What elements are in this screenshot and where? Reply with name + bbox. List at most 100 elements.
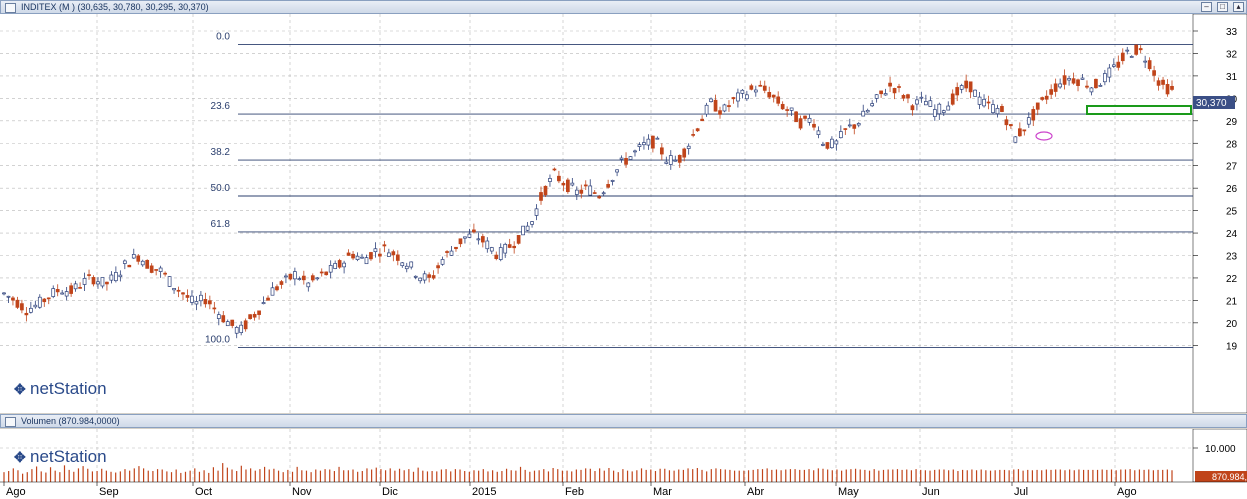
candle-body (82, 278, 87, 285)
candle-body (973, 89, 977, 97)
volume-panel-titlebar: Volumen (870.984,0000) (0, 414, 1247, 428)
watermark-text: netStation (30, 379, 107, 398)
price-chart[interactable]: 0.0 23.6 38.2 50.0 61.8 100.0 19 20 21 22 23 24 25 2… (0, 14, 1247, 413)
fib-label: 23.6 (211, 101, 231, 112)
candle-body (364, 257, 369, 265)
candle-body (212, 307, 217, 310)
candle-body (225, 321, 230, 327)
candle-body (664, 161, 669, 164)
candle-body (181, 292, 185, 295)
candle-body (167, 276, 172, 287)
candle-body (825, 142, 830, 149)
candle-body (928, 100, 933, 107)
candle-body (579, 189, 584, 194)
price-panel-titlebar: INDITEX (M ) (30,635, 30,780, 30,295, 30… (0, 0, 1247, 14)
candle-body (163, 272, 167, 275)
y-tick-label: 32 (1226, 49, 1238, 60)
candle-body (476, 238, 481, 241)
candle-body (1035, 102, 1040, 110)
candle-body (606, 184, 610, 188)
candle-body (1053, 83, 1058, 92)
candle-body (812, 123, 816, 128)
svg-text:✥: ✥ (14, 381, 26, 397)
fib-label: 0.0 (216, 31, 230, 42)
candle-body (700, 118, 704, 122)
candle-body (480, 236, 485, 243)
candle-body (454, 246, 458, 250)
candle-body (879, 90, 883, 95)
y-tick-label: 24 (1226, 229, 1238, 240)
candle-body (1098, 84, 1103, 87)
candle-body (1067, 78, 1071, 81)
candle-body (816, 130, 821, 135)
candle-body (861, 110, 866, 117)
candle-body (422, 273, 427, 281)
candle-body (932, 109, 937, 117)
candle-body (1049, 89, 1054, 95)
candle-body (991, 104, 995, 114)
candle-body (1044, 95, 1049, 100)
candle-body (915, 99, 919, 105)
x-tick-label: 2015 (472, 486, 496, 498)
minimize-button[interactable]: – (1201, 2, 1212, 12)
candle-body (105, 281, 109, 285)
candle-body (566, 179, 570, 193)
candle-body (525, 225, 530, 231)
y-tick-label: 28 (1226, 139, 1238, 150)
candle-body (351, 253, 355, 259)
candle-body (33, 304, 38, 308)
candle-body (257, 310, 261, 315)
last-price-label: 30,370 (1196, 98, 1227, 109)
candle-body (73, 283, 78, 290)
candle-body (677, 154, 682, 163)
watermark-text: netStation (30, 447, 107, 466)
x-tick-label: Abr (747, 486, 764, 498)
volume-chart[interactable]: 10.000 870.984,0 ✥ netStation Ago Sep Oct N… (0, 429, 1247, 499)
candle-body (870, 103, 875, 107)
candle-body (740, 89, 745, 94)
candle-body (906, 94, 910, 99)
svg-text:✥: ✥ (14, 449, 26, 465)
candle-body (37, 296, 42, 308)
candle-body (1013, 136, 1018, 143)
candle-body (418, 277, 423, 282)
x-tick-label: Sep (99, 486, 119, 498)
candle-body (355, 255, 360, 261)
candle-body (360, 256, 364, 259)
maximize-button[interactable]: □ (1217, 2, 1228, 12)
y-tick-label: 21 (1226, 296, 1238, 307)
candle-body (51, 288, 56, 297)
restore-button[interactable]: ▴ (1233, 2, 1244, 12)
candle-body (897, 86, 901, 88)
y-tick-label: 27 (1226, 162, 1238, 173)
y-tick-label: 31 (1226, 72, 1238, 83)
candle-body (798, 118, 803, 129)
candle-body (691, 134, 696, 136)
candle-body (427, 274, 431, 278)
candle-body (145, 259, 150, 269)
candle-body (1103, 73, 1107, 83)
candle-body (127, 264, 132, 268)
candle-body (830, 138, 834, 149)
candle-body (574, 189, 579, 195)
candle-body (42, 298, 47, 303)
candle-body (1017, 128, 1022, 137)
candle-body (114, 272, 118, 282)
candle-body (252, 313, 257, 318)
candle-body (203, 299, 208, 305)
candle-body (883, 93, 888, 96)
fib-label: 38.2 (211, 147, 231, 158)
candle-body (950, 93, 955, 105)
candle-body (337, 260, 342, 268)
candle-body (1120, 52, 1125, 62)
marker-ellipse (1035, 131, 1053, 141)
candle-body (803, 115, 807, 119)
candle-body (1116, 61, 1121, 68)
candle-body (695, 128, 700, 132)
y-tick-label: 25 (1226, 207, 1238, 218)
candle-body (852, 124, 857, 129)
candle-body (87, 274, 91, 276)
x-tick-label: May (838, 486, 859, 498)
candle-body (888, 82, 892, 87)
candle-body (319, 271, 324, 274)
